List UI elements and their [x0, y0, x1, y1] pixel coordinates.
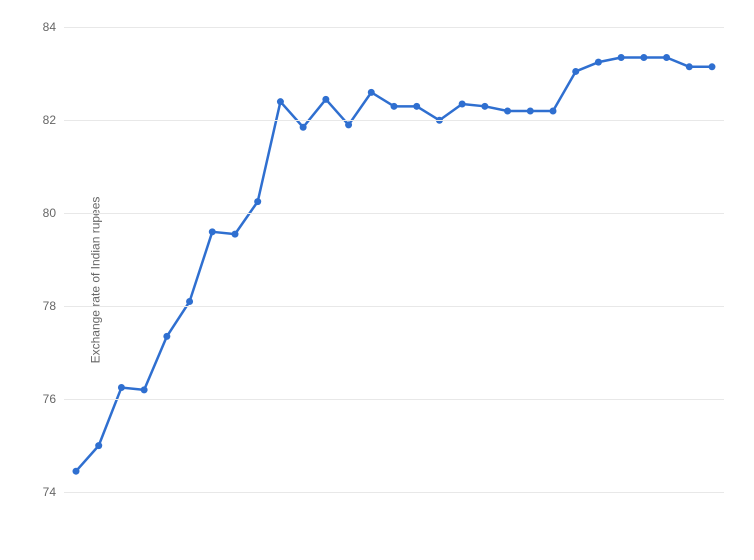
y-tick-label: 74 [43, 485, 56, 499]
y-tick-label: 84 [43, 20, 56, 34]
grid-line [64, 213, 724, 214]
data-point [118, 384, 125, 391]
data-point [686, 63, 693, 70]
data-point [345, 121, 352, 128]
grid-line [64, 120, 724, 121]
data-point [663, 54, 670, 61]
data-point [527, 107, 534, 114]
data-point [232, 231, 239, 238]
data-point [618, 54, 625, 61]
grid-line [64, 399, 724, 400]
data-point [73, 468, 80, 475]
data-point [572, 68, 579, 75]
data-point [391, 103, 398, 110]
data-point [481, 103, 488, 110]
grid-line [64, 27, 724, 28]
y-tick-label: 78 [43, 299, 56, 313]
y-tick-label: 82 [43, 113, 56, 127]
y-tick-label: 76 [43, 392, 56, 406]
data-point [459, 100, 466, 107]
grid-line [64, 306, 724, 307]
data-point [413, 103, 420, 110]
line-series [64, 18, 724, 520]
data-point [95, 442, 102, 449]
data-point [141, 386, 148, 393]
chart-container: Exchange rate of Indian rupees 747678808… [0, 0, 754, 560]
plot-area: 747678808284 [64, 18, 724, 520]
data-point [504, 107, 511, 114]
data-point [300, 124, 307, 131]
data-point [550, 107, 557, 114]
data-point [186, 298, 193, 305]
data-point [709, 63, 716, 70]
data-point [322, 96, 329, 103]
data-point [595, 59, 602, 66]
data-point [640, 54, 647, 61]
grid-line [64, 492, 724, 493]
data-point [163, 333, 170, 340]
data-point [277, 98, 284, 105]
data-point [209, 228, 216, 235]
data-point [368, 89, 375, 96]
y-tick-label: 80 [43, 206, 56, 220]
data-point [254, 198, 261, 205]
